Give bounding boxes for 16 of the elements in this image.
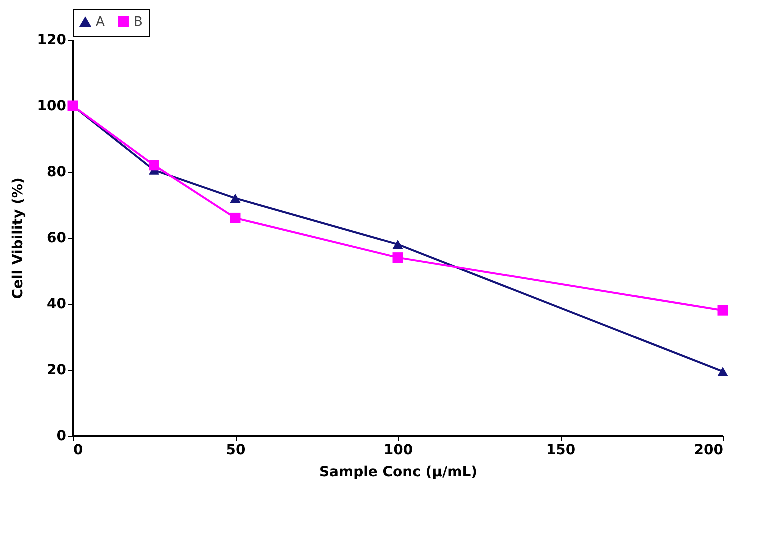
- x-tick-label: 50: [226, 442, 246, 458]
- x-tick-label: 200: [694, 442, 724, 458]
- x-axis-title: Sample Conc (µ/mL): [319, 464, 478, 480]
- y-tick-label: 20: [47, 362, 67, 378]
- y-tick-label: 60: [47, 230, 67, 246]
- x-tick-label: 0: [74, 442, 84, 458]
- y-tick-label: 40: [47, 296, 67, 312]
- x-tick-label: 100: [384, 442, 414, 458]
- legend-label: A: [96, 15, 105, 30]
- x-tick-label: 150: [546, 442, 576, 458]
- y-axis-title: Cell Vibility (%): [10, 178, 26, 300]
- y-tick-label: 120: [37, 32, 67, 48]
- legend-label: B: [134, 14, 143, 30]
- y-tick-label: 80: [47, 164, 67, 180]
- y-tick-label: 100: [37, 98, 67, 114]
- y-tick-label: 0: [56, 428, 67, 444]
